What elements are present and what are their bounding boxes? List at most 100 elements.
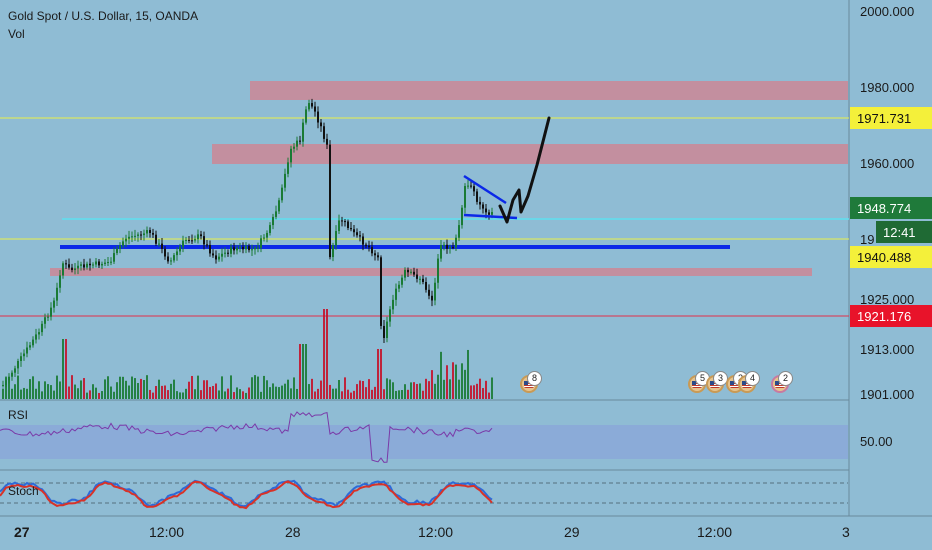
- us-event-icon[interactable]: 2: [771, 371, 793, 393]
- volume-bar: [62, 339, 64, 399]
- volume-bar: [467, 349, 469, 399]
- volume-bar: [71, 375, 73, 399]
- volume-bar: [461, 363, 463, 399]
- candle-body: [152, 232, 154, 235]
- candle-body: [311, 103, 313, 107]
- candle-body: [368, 245, 370, 248]
- candle-body: [161, 243, 163, 249]
- stoch-d-line: [0, 480, 493, 510]
- volume-bar: [173, 379, 175, 399]
- volume-bar: [428, 381, 430, 399]
- time-label: 3: [842, 524, 850, 540]
- price-tick: 2000.000: [860, 4, 915, 19]
- volume-bar: [401, 390, 403, 399]
- symbol-title[interactable]: Gold Spot / U.S. Dollar, 15, OANDA: [8, 9, 199, 23]
- volume-bar: [464, 369, 466, 399]
- candle-body: [470, 185, 472, 187]
- volume-bar: [128, 385, 130, 399]
- candle-body: [191, 240, 193, 242]
- volume-bar: [350, 392, 352, 399]
- volume-bar: [278, 387, 280, 399]
- candle-body: [185, 239, 187, 241]
- volume-bar: [344, 377, 346, 399]
- volume-bar: [77, 388, 79, 399]
- volume-label[interactable]: Vol: [8, 27, 25, 41]
- price-tick: 1913.000: [860, 342, 915, 357]
- volume-bar: [20, 389, 22, 399]
- countdown-tag: 12:41: [876, 221, 932, 243]
- candle-body: [395, 288, 397, 300]
- candle-body: [176, 251, 178, 256]
- candle-body: [485, 208, 487, 213]
- volume-bar: [146, 375, 148, 399]
- us-event-icon[interactable]: 5: [688, 371, 710, 393]
- us-event-icon[interactable]: 3: [706, 371, 728, 393]
- candlestick-series: [2, 98, 493, 388]
- candle-body: [446, 244, 448, 249]
- volume-bar: [305, 344, 307, 399]
- volume-bar: [221, 376, 223, 399]
- candle-body: [467, 185, 469, 187]
- candle-body: [407, 269, 409, 273]
- volume-bar: [389, 379, 391, 399]
- volume-bar: [404, 384, 406, 399]
- volume-bar: [92, 384, 94, 399]
- triangle-upper-line: [463, 174, 507, 205]
- candle-body: [332, 245, 334, 258]
- price-tag-current: 1948.774: [850, 197, 932, 219]
- volume-bar: [290, 388, 292, 399]
- volume-bar: [98, 392, 100, 399]
- volume-bar: [236, 387, 238, 399]
- us-event-icon[interactable]: 8: [520, 371, 542, 393]
- candle-body: [305, 109, 307, 123]
- candle-body: [221, 253, 223, 257]
- rsi-label[interactable]: RSI: [8, 408, 29, 422]
- volume-bar: [458, 379, 460, 399]
- us-event-icon[interactable]: 4: [738, 371, 760, 393]
- candle-body: [308, 103, 310, 110]
- volume-bars: [2, 309, 493, 399]
- volume-bar: [29, 379, 31, 399]
- zone-top: [250, 81, 848, 100]
- volume-bar: [56, 375, 58, 399]
- candle-body: [179, 246, 181, 252]
- candle-body: [89, 263, 91, 266]
- candle-body: [197, 234, 199, 240]
- time-label: 28: [285, 524, 301, 540]
- candle-body: [362, 236, 364, 245]
- volume-bar: [50, 385, 52, 399]
- candle-body: [56, 287, 58, 301]
- candle-body: [146, 230, 148, 234]
- stoch-label[interactable]: Stoch: [8, 484, 39, 498]
- candle-body: [119, 245, 121, 249]
- volume-bar: [425, 378, 427, 399]
- volume-bar: [197, 375, 199, 399]
- volume-bar: [80, 380, 82, 399]
- event-count: 3: [713, 371, 728, 386]
- candle-body: [434, 282, 436, 301]
- candle-body: [392, 299, 394, 310]
- candle-body: [23, 353, 25, 357]
- volume-bar: [254, 375, 256, 399]
- candle-body: [170, 260, 172, 262]
- candle-body: [224, 252, 226, 254]
- volume-bar: [140, 378, 142, 399]
- volume-bar: [323, 309, 325, 399]
- candle-body: [44, 317, 46, 324]
- volume-bar: [59, 381, 61, 399]
- volume-bar: [53, 390, 55, 399]
- volume-bar: [260, 391, 262, 399]
- candle-body: [290, 148, 292, 163]
- volume-bar: [251, 377, 253, 399]
- candle-body: [404, 269, 406, 278]
- time-label: 27: [14, 524, 30, 540]
- candle-body: [50, 307, 52, 317]
- candle-body: [59, 275, 61, 288]
- price-tag-lower-yellow: 1940.488: [850, 246, 932, 268]
- candle-body: [116, 248, 118, 254]
- candle-body: [293, 146, 295, 149]
- candle-body: [104, 262, 106, 264]
- zone-middle: [212, 144, 848, 164]
- candle-body: [20, 356, 22, 361]
